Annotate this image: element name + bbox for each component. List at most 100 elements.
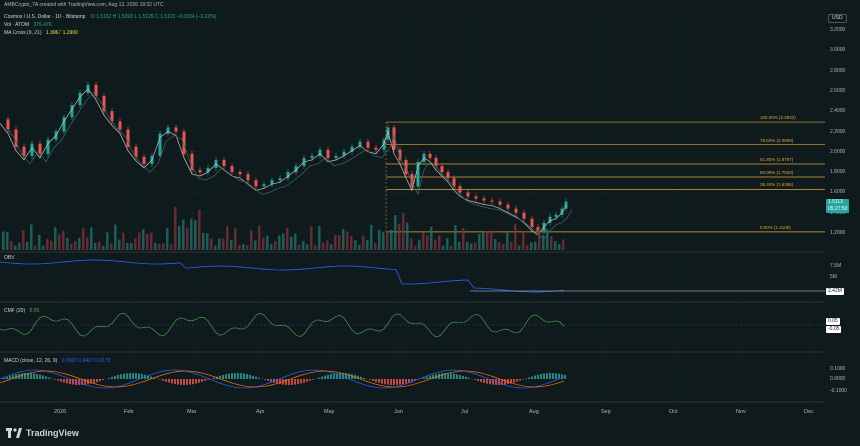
macd-histogram-bar (384, 379, 386, 385)
macd-histogram-bar (447, 373, 449, 379)
volume-bar (210, 238, 213, 250)
macd-histogram-bar (264, 379, 266, 380)
tradingview-logo[interactable]: TradingView (6, 428, 79, 438)
volume-bar (134, 238, 137, 250)
candle (230, 166, 234, 173)
volume-bar (54, 227, 57, 250)
macd-histogram-bar (294, 379, 296, 385)
macd-histogram-bar (402, 379, 404, 385)
candle (182, 131, 186, 154)
macd-histogram-bar (348, 373, 350, 379)
volume-bar (338, 235, 341, 250)
macd-histogram-bar (363, 377, 365, 379)
volume-bar (334, 234, 337, 250)
volume-bar (202, 232, 205, 250)
candle (350, 146, 354, 152)
volume-bar (70, 243, 73, 250)
volume-bar (354, 240, 357, 250)
price-axis-label: 2.8000 (830, 67, 846, 74)
macd-histogram-bar (111, 376, 113, 379)
macd-histogram-bar (552, 373, 554, 379)
macd-histogram-bar (222, 374, 224, 379)
candle (158, 133, 162, 156)
macd-histogram-bar (561, 374, 563, 379)
volume-bar (366, 240, 369, 250)
cmf-tag-lower: -0.05 (826, 326, 842, 333)
volume-legend[interactable]: Vol · ATOM 376.47K (4, 22, 52, 28)
macd-histogram-bar (501, 379, 503, 385)
macd-histogram-bar (486, 379, 488, 384)
cmf-line (0, 312, 565, 338)
volume-bar (486, 231, 489, 250)
volume-bar (342, 229, 345, 250)
macd-histogram-bar (204, 379, 206, 381)
macd-histogram-bar (183, 379, 185, 385)
last-price-value: 1.5113 (828, 199, 843, 205)
cmf-value: 0.05 (29, 308, 40, 314)
ma-cross-legend[interactable]: MA Cross (9, 21) 1.3967 1.2900 (4, 30, 78, 36)
volume-bar (326, 240, 329, 250)
volume-bar (222, 238, 225, 250)
volume-bar (526, 245, 529, 250)
volume-bar (58, 234, 61, 250)
macd-histogram-bar (165, 379, 167, 382)
macd-histogram-bar (9, 375, 11, 379)
macd-histogram-bar (540, 374, 542, 379)
macd-histogram-bar (432, 374, 434, 379)
cmf-legend[interactable]: CMF (20) 0.05 (4, 308, 39, 314)
candle (254, 180, 258, 187)
volume-bar (438, 235, 441, 250)
candle (206, 168, 210, 173)
obv-axis-2: 5M (830, 274, 837, 280)
macd-histogram-bar (327, 374, 329, 379)
volume-bar (166, 227, 169, 250)
volume-bar (330, 244, 333, 250)
volume-bar (206, 233, 209, 250)
obv-legend[interactable]: OBV (4, 255, 15, 261)
symbol-title[interactable]: Cosmos / U.S. Dollar · 1D · Bitstamp O 1… (4, 14, 216, 20)
price-axis-label: 2.4000 (830, 108, 846, 115)
volume-bar (6, 232, 9, 250)
macd-histogram-bar (405, 379, 407, 384)
time-axis-label: Oct (669, 409, 678, 415)
volume-bar (426, 235, 429, 250)
macd-axis-1: 0.1000 (830, 366, 846, 372)
macd-histogram-bar (546, 373, 548, 379)
volume-bar (482, 232, 485, 250)
volume-bar (162, 243, 165, 250)
volume-bar (18, 242, 21, 250)
time-axis-label: Feb (124, 409, 134, 415)
candle (166, 127, 170, 134)
volume-bar (174, 206, 177, 250)
volume-bar (26, 241, 29, 250)
candle (342, 151, 346, 156)
macd-histogram-bar (333, 373, 335, 379)
candle (22, 146, 26, 156)
macd-histogram-bar (336, 373, 338, 379)
volume-bar (170, 244, 173, 250)
volume-bar (558, 243, 561, 250)
macd-histogram-bar (423, 377, 425, 379)
ma-cross-label: MA Cross (9, 21) (4, 30, 42, 36)
macd-histogram-bar (66, 379, 68, 384)
macd-histogram-bar (60, 379, 62, 382)
volume-bar (10, 240, 13, 250)
macd-histogram-bar (312, 379, 314, 380)
macd-histogram-bar (558, 373, 560, 379)
macd-histogram-bar (45, 376, 47, 379)
macd-histogram-bar (399, 379, 401, 385)
macd-histogram-bar (426, 376, 428, 379)
macd-histogram-bar (117, 374, 119, 379)
volume-bar (370, 224, 373, 250)
volume-bar (562, 239, 565, 250)
volume-bar (118, 239, 121, 250)
macd-legend[interactable]: MACD (close, 12, 26, 9) 0.0607 0.0427 0.… (4, 358, 110, 364)
currency-button[interactable]: USD (828, 14, 847, 23)
volume-bar (530, 242, 533, 250)
macd-histogram-bar (24, 373, 26, 379)
macd-histogram-bar (21, 373, 23, 379)
macd-axis-3: -0.1000 (830, 388, 847, 394)
volume-bar (226, 226, 229, 250)
macd-histogram-bar (408, 379, 410, 383)
